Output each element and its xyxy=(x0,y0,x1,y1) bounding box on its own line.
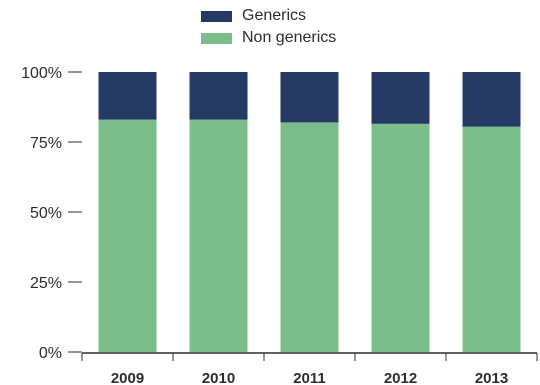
x-axis: 2009 2010 2011 2012 2013 xyxy=(81,353,538,385)
y-tick-label: 0% xyxy=(39,345,62,362)
x-tick-label: 2010 xyxy=(202,370,235,385)
y-axis: 0% 25% 50% 75% 100% xyxy=(21,65,82,362)
bar-non-generics-2011 xyxy=(280,122,339,353)
bar-generics-2010 xyxy=(189,72,248,120)
legend-swatch-generics xyxy=(201,10,232,22)
x-tick-label: 2013 xyxy=(475,370,508,385)
bar-generics-2009 xyxy=(98,72,157,120)
bar-generics-2011 xyxy=(280,72,339,123)
y-tick-label: 50% xyxy=(30,205,62,222)
bar-non-generics-2012 xyxy=(371,123,430,352)
bar-non-generics-2010 xyxy=(189,119,248,352)
bar-generics-2013 xyxy=(462,72,521,127)
bar-generics-2012 xyxy=(371,72,430,124)
bar-non-generics-2013 xyxy=(462,126,521,352)
bars-group xyxy=(98,72,521,353)
legend-item-non-generics: Non generics xyxy=(201,27,336,49)
legend-swatch-non-generics xyxy=(201,32,232,44)
y-tick-label: 75% xyxy=(30,135,62,152)
x-tick-label: 2011 xyxy=(293,370,326,385)
y-tick-label: 25% xyxy=(30,275,62,292)
legend-label-generics: Generics xyxy=(242,7,307,24)
legend-label-non-generics: Non generics xyxy=(242,29,337,46)
x-tick-label: 2012 xyxy=(384,370,417,385)
y-tick-label: 100% xyxy=(21,65,62,82)
legend-item-generics: Generics xyxy=(201,5,336,27)
bar-non-generics-2009 xyxy=(98,119,157,352)
x-tick-label: 2009 xyxy=(111,370,144,385)
legend: Generics Non generics xyxy=(201,5,336,49)
